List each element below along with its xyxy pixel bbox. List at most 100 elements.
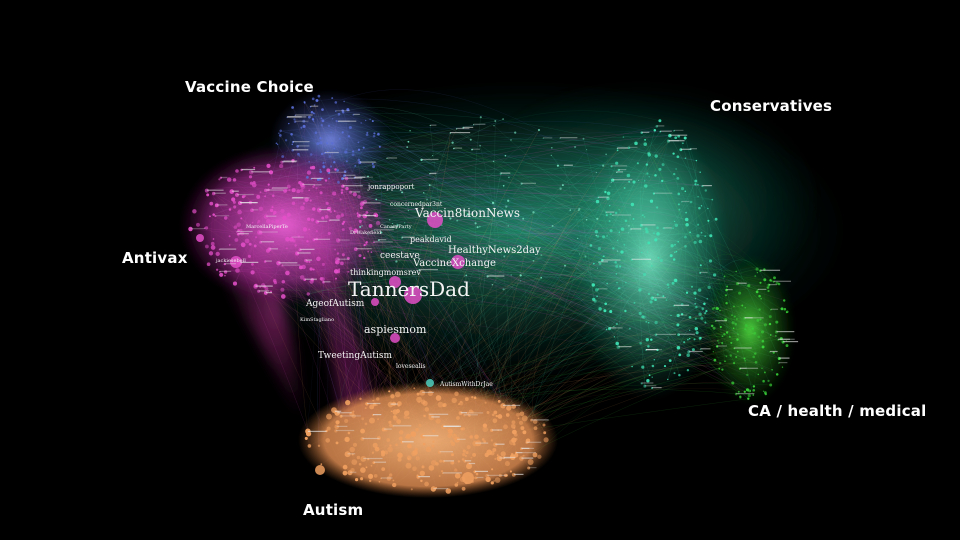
graph-node — [431, 460, 437, 466]
graph-node — [752, 389, 756, 392]
graph-node — [320, 463, 323, 466]
graph-node — [719, 362, 722, 365]
graph-node — [300, 205, 305, 211]
graph-node — [428, 465, 435, 471]
graph-node — [243, 194, 246, 198]
graph-node — [372, 399, 375, 402]
graph-node — [316, 256, 321, 262]
graph-node — [774, 335, 777, 337]
graph-node — [375, 220, 381, 226]
graph-node — [777, 338, 780, 341]
graph-node — [324, 162, 326, 164]
graph-node — [673, 220, 676, 223]
graph-node — [361, 417, 365, 421]
graph-node — [596, 235, 600, 238]
graph-node — [293, 118, 296, 121]
graph-node — [310, 278, 314, 282]
graph-node — [668, 359, 672, 362]
graph-node — [456, 250, 459, 253]
graph-node — [405, 433, 411, 439]
graph-node — [349, 446, 355, 453]
graph-node — [377, 239, 380, 242]
hub-node — [315, 465, 325, 475]
graph-node — [240, 217, 243, 220]
graph-node — [631, 365, 633, 368]
graph-node — [704, 189, 708, 192]
graph-node — [743, 390, 746, 393]
graph-node — [643, 142, 647, 146]
graph-node — [510, 139, 512, 141]
graph-node — [313, 184, 316, 187]
graph-node — [656, 232, 660, 236]
hub-node — [451, 255, 465, 269]
graph-node — [368, 223, 373, 228]
graph-node — [373, 132, 376, 135]
graph-node — [714, 320, 717, 322]
graph-node — [715, 345, 719, 348]
cluster-blob-conservatives — [570, 120, 730, 400]
graph-node — [361, 225, 363, 227]
graph-node — [747, 397, 750, 400]
graph-node — [305, 431, 312, 437]
graph-node — [510, 423, 516, 429]
graph-node — [208, 215, 211, 218]
graph-node — [521, 415, 528, 422]
graph-node — [643, 215, 646, 218]
graph-node — [712, 351, 714, 353]
graph-node — [415, 427, 419, 432]
graph-node — [638, 179, 640, 182]
graph-node — [344, 436, 350, 443]
graph-node — [253, 166, 256, 169]
graph-node — [650, 338, 653, 341]
minor-label-layer — [190, 105, 799, 490]
graph-node — [744, 307, 746, 309]
graph-node — [672, 258, 676, 261]
graph-node — [517, 417, 520, 420]
graph-node — [219, 272, 224, 277]
graph-node — [600, 259, 604, 262]
graph-node — [644, 227, 648, 231]
graph-node — [390, 410, 393, 413]
graph-node — [441, 472, 444, 475]
graph-node — [345, 399, 351, 406]
graph-node — [537, 454, 542, 459]
graph-node — [345, 148, 348, 151]
graph-node — [363, 243, 366, 247]
graph-node — [267, 188, 270, 192]
graph-node — [503, 255, 506, 258]
graph-node — [652, 192, 655, 195]
graph-node — [504, 154, 507, 157]
graph-node — [208, 251, 214, 256]
graph-node — [754, 352, 757, 355]
graph-node — [413, 387, 416, 390]
graph-node — [491, 468, 494, 471]
graph-node — [685, 222, 689, 227]
graph-node — [419, 470, 425, 476]
graph-node — [747, 394, 751, 398]
graph-node — [296, 145, 299, 148]
graph-node — [344, 176, 349, 181]
graph-node — [762, 379, 765, 383]
graph-node — [644, 138, 647, 141]
graph-node — [465, 274, 468, 277]
label-concernedparent: concernedpar3nt — [390, 201, 443, 208]
graph-node — [392, 482, 397, 488]
graph-node — [386, 476, 392, 481]
graph-node — [673, 130, 675, 132]
graph-node — [757, 289, 759, 291]
graph-node — [215, 268, 219, 271]
label-jonrappoport: jonrappoport — [367, 183, 415, 191]
graph-node — [369, 417, 375, 424]
graph-node — [498, 399, 500, 402]
graph-node — [423, 192, 425, 194]
graph-node — [298, 181, 302, 185]
graph-node — [520, 251, 522, 253]
graph-node — [266, 248, 270, 253]
graph-node — [492, 418, 498, 424]
graph-node — [464, 397, 469, 401]
graph-node — [589, 244, 593, 247]
graph-node — [696, 234, 700, 238]
graph-node — [510, 453, 514, 456]
graph-node — [397, 457, 402, 462]
graph-node — [763, 371, 766, 374]
